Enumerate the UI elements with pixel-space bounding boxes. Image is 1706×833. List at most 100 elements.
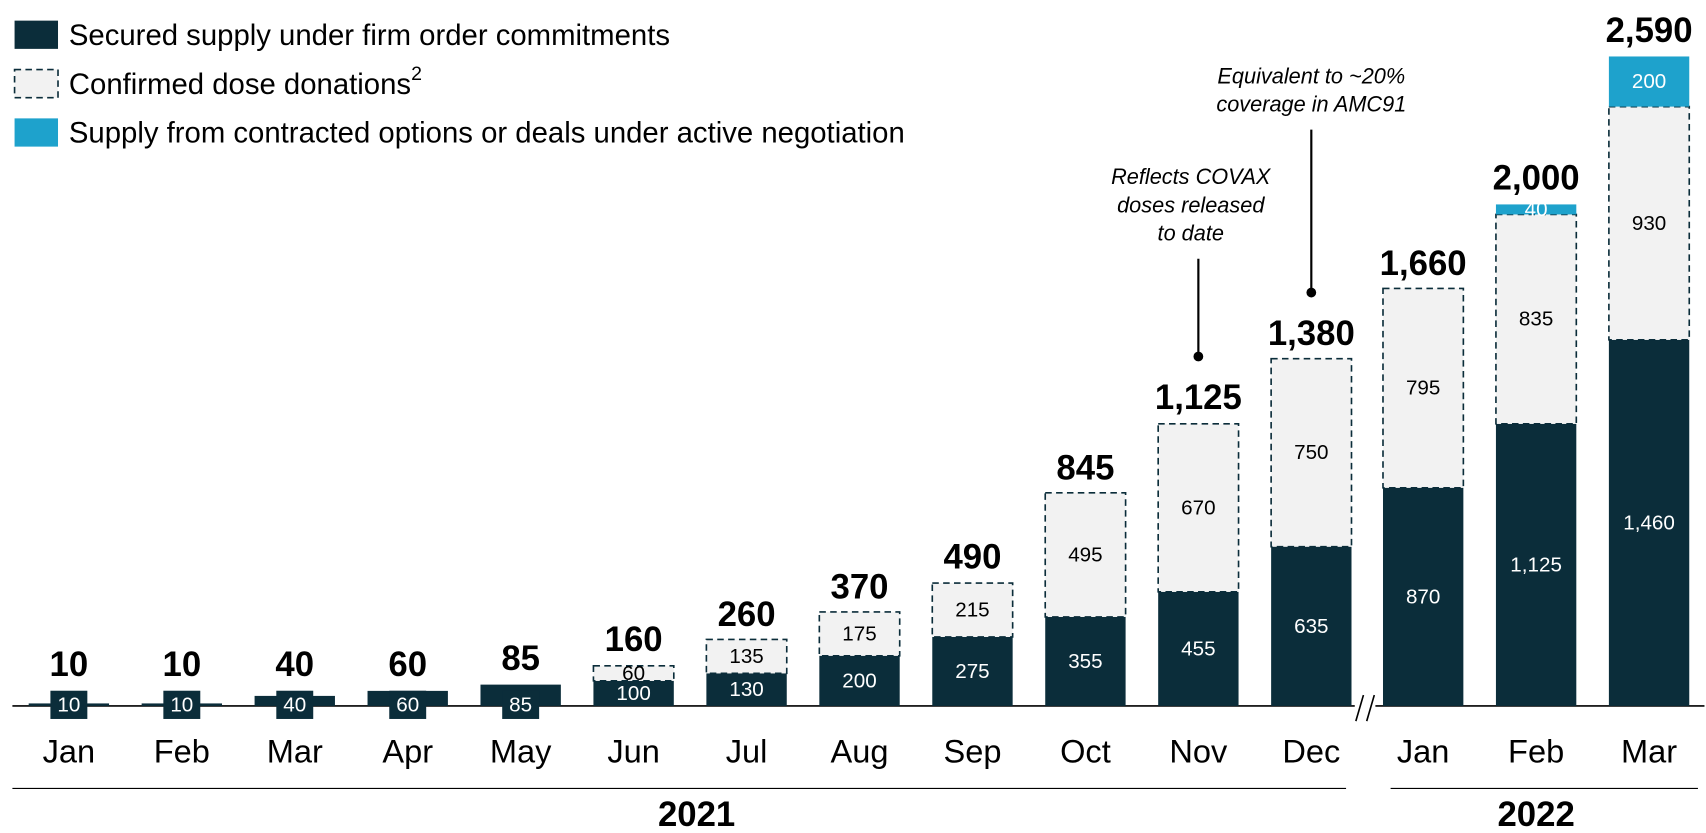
bar-segment bbox=[706, 673, 787, 706]
value-label-box bbox=[389, 690, 427, 719]
value-label: 1,460 bbox=[1623, 511, 1675, 534]
total-label: 1,380 bbox=[1268, 315, 1355, 353]
value-label: 635 bbox=[1294, 615, 1328, 638]
value-label: 455 bbox=[1181, 637, 1215, 660]
total-label: 160 bbox=[605, 621, 663, 659]
bar-segment bbox=[1158, 591, 1239, 706]
x-tick-label: Dec bbox=[1282, 733, 1340, 769]
bar-segment bbox=[593, 680, 674, 706]
axis-break bbox=[1355, 690, 1376, 724]
x-tick-label: Mar bbox=[267, 733, 323, 769]
value-label-box bbox=[50, 690, 88, 719]
legend-name: Confirmed dose donations bbox=[69, 68, 411, 101]
total-label: 2,590 bbox=[1606, 12, 1693, 50]
value-label: 130 bbox=[729, 678, 763, 701]
bar-segment bbox=[1271, 546, 1352, 706]
bar-segment bbox=[705, 638, 788, 675]
bar-segment bbox=[819, 655, 900, 706]
legend-label: Secured supply under firm order commitme… bbox=[69, 19, 670, 52]
bar-segment bbox=[1495, 204, 1577, 215]
annotation-text: coverage in AMC91 bbox=[1216, 91, 1406, 116]
x-tick-label: Nov bbox=[1169, 733, 1228, 769]
legend-swatch bbox=[14, 118, 59, 147]
group-label: 2022 bbox=[1497, 796, 1574, 833]
x-tick-label: Oct bbox=[1060, 733, 1111, 769]
value-label: 40 bbox=[1525, 198, 1548, 221]
total-label: 40 bbox=[275, 646, 314, 684]
value-label: 85 bbox=[509, 693, 532, 716]
x-tick-label: Sep bbox=[943, 733, 1001, 769]
value-label: 135 bbox=[729, 645, 763, 668]
axis-break-gap bbox=[1355, 690, 1376, 724]
bar-segment bbox=[932, 636, 1013, 706]
bar-segment bbox=[1045, 616, 1126, 706]
total-label: 1,660 bbox=[1380, 245, 1467, 283]
annotation-text: to date bbox=[1158, 221, 1224, 246]
total-label: 2,000 bbox=[1493, 160, 1580, 198]
annotation-dot bbox=[1193, 351, 1204, 362]
legend-swatch bbox=[13, 68, 59, 99]
x-tick-label: Mar bbox=[1621, 733, 1677, 769]
bar-segment bbox=[931, 582, 1014, 638]
legend-footnote: 2 bbox=[411, 63, 422, 85]
value-label: 930 bbox=[1632, 212, 1666, 235]
x-tick-label: Feb bbox=[1508, 733, 1564, 769]
value-label: 60 bbox=[396, 693, 419, 716]
annotation-text: Equivalent to ~20% bbox=[1217, 63, 1405, 88]
group-label: 2021 bbox=[658, 796, 735, 833]
total-label: 370 bbox=[831, 568, 889, 606]
total-label: 845 bbox=[1056, 449, 1114, 487]
bar-segment bbox=[1270, 357, 1353, 548]
value-label: 60 bbox=[622, 662, 645, 685]
value-label: 40 bbox=[283, 693, 306, 716]
total-label: 1,125 bbox=[1155, 379, 1242, 417]
bar-segment bbox=[1495, 213, 1578, 425]
x-tick-label: Apr bbox=[382, 733, 433, 769]
bar-segment bbox=[1608, 339, 1690, 706]
total-label: 60 bbox=[388, 646, 427, 684]
total-label: 490 bbox=[943, 538, 1001, 576]
value-label: 670 bbox=[1181, 496, 1215, 519]
value-label: 100 bbox=[616, 682, 650, 705]
x-tick-label: Jan bbox=[1397, 733, 1450, 769]
value-label: 275 bbox=[955, 660, 989, 683]
value-label: 175 bbox=[842, 622, 876, 645]
legend-label: Confirmed dose donations2 bbox=[69, 63, 422, 100]
legend-swatch bbox=[14, 20, 59, 49]
bar-segment bbox=[1608, 56, 1690, 107]
bar-segment bbox=[1044, 491, 1127, 618]
annotation-text: doses released bbox=[1117, 192, 1265, 217]
bar-segment bbox=[1382, 287, 1465, 489]
axis-break-mark bbox=[1365, 694, 1376, 722]
value-label: 200 bbox=[842, 669, 876, 692]
value-label-box bbox=[502, 690, 540, 719]
annotation-dot bbox=[1306, 287, 1317, 298]
value-label: 495 bbox=[1068, 543, 1102, 566]
value-label: 10 bbox=[170, 693, 193, 716]
legend-name: Secured supply under firm order commitme… bbox=[69, 19, 670, 52]
x-tick-label: Jul bbox=[726, 733, 768, 769]
x-tick-label: Jan bbox=[43, 733, 96, 769]
value-label: 355 bbox=[1068, 650, 1102, 673]
x-tick-label: May bbox=[490, 733, 552, 769]
value-label-box bbox=[276, 690, 314, 719]
legend-label: Supply from contracted options or deals … bbox=[69, 116, 905, 149]
bar-segment bbox=[1495, 423, 1577, 706]
bar-segment bbox=[1382, 487, 1464, 706]
value-label: 795 bbox=[1406, 377, 1440, 400]
total-label: 10 bbox=[162, 646, 201, 684]
value-label: 215 bbox=[955, 599, 989, 622]
value-label-box bbox=[163, 690, 201, 719]
legend-name: Supply from contracted options or deals … bbox=[69, 116, 905, 149]
value-label: 10 bbox=[57, 693, 80, 716]
annotation-text: Reflects COVAX bbox=[1111, 164, 1272, 189]
bar-segment bbox=[1157, 423, 1240, 593]
axis-break-mark bbox=[1355, 694, 1365, 722]
bar-segment bbox=[592, 664, 675, 682]
x-tick-label: Feb bbox=[154, 733, 210, 769]
total-label: 10 bbox=[50, 646, 89, 684]
value-label: 835 bbox=[1519, 308, 1553, 331]
x-tick-label: Jun bbox=[607, 733, 660, 769]
value-label: 870 bbox=[1406, 585, 1440, 608]
